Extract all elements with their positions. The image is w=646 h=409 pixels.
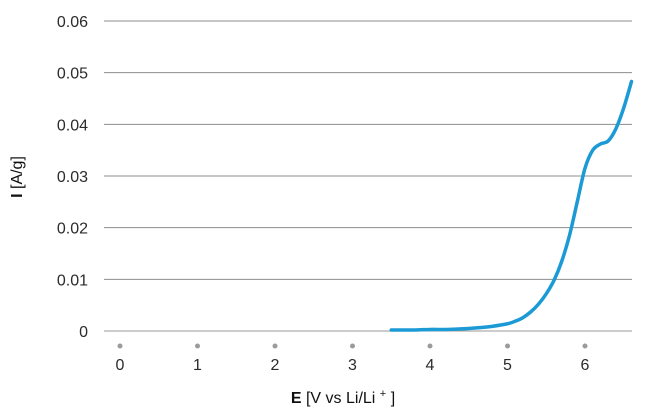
x-tick-marker-0 xyxy=(117,343,123,349)
y-axis: 0 0.01 0.02 0.03 0.04 0.05 0.06 xyxy=(57,14,88,341)
y-axis-title: I [A/g] xyxy=(9,156,26,198)
x-tick-label-4: 4 xyxy=(426,357,435,374)
x-axis-title-units: [V vs Li/Li xyxy=(306,390,375,407)
x-tick-label-0: 0 xyxy=(116,357,125,374)
y-axis-title-units: [A/g] xyxy=(9,156,26,189)
x-tick-label-5: 5 xyxy=(503,357,512,374)
x-tick-marker-3 xyxy=(350,343,355,349)
y-tick-label-3: 0.03 xyxy=(57,169,88,186)
x-tick-label-3: 3 xyxy=(348,357,357,374)
y-tick-label-2: 0.02 xyxy=(57,221,88,238)
x-tick-label-1: 1 xyxy=(193,357,202,374)
x-axis: 0 1 2 3 4 5 6 xyxy=(116,343,590,374)
x-tick-label-2: 2 xyxy=(271,357,280,374)
x-axis-title-variable: E xyxy=(291,390,302,407)
x-axis-title-superscript: + xyxy=(380,388,386,400)
x-axis-title: E [V vs Li/Li + ] xyxy=(291,384,395,407)
x-tick-marker-1 xyxy=(195,343,200,349)
grid-lines xyxy=(104,20,632,332)
series-line-0 xyxy=(389,79,634,332)
x-axis-title-suffix: ] xyxy=(391,390,395,407)
y-tick-label-6: 0.06 xyxy=(57,14,88,31)
y-tick-label-1: 0.01 xyxy=(57,272,88,289)
x-tick-marker-2 xyxy=(272,343,278,349)
y-tick-label-5: 0.05 xyxy=(57,66,88,83)
x-tick-marker-6 xyxy=(582,343,588,349)
y-tick-label-4: 0.04 xyxy=(57,117,88,134)
series-layer xyxy=(389,79,634,332)
x-tick-marker-5 xyxy=(505,343,510,349)
x-tick-label-6: 6 xyxy=(581,357,590,374)
y-axis-title-variable: I xyxy=(9,193,26,197)
x-tick-marker-4 xyxy=(427,343,433,349)
y-tick-label-0: 0 xyxy=(79,324,88,341)
